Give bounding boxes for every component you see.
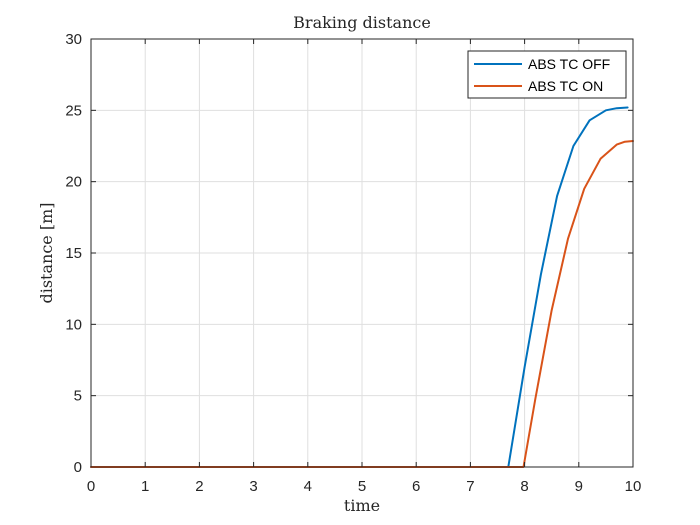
y-tick-label: 0 xyxy=(74,459,82,476)
y-tick-label: 15 xyxy=(65,245,82,262)
x-tick-label: 6 xyxy=(412,478,420,495)
y-tick-label: 10 xyxy=(65,316,82,333)
x-tick-label: 1 xyxy=(141,478,149,495)
x-tick-label: 0 xyxy=(87,478,95,495)
y-tick-label: 20 xyxy=(65,174,82,191)
x-tick-label: 7 xyxy=(466,478,474,495)
legend-box xyxy=(467,50,627,99)
series-line-2 xyxy=(90,140,634,468)
x-tick-label: 9 xyxy=(575,478,583,495)
legend-label-2: ABS TC ON xyxy=(528,78,603,94)
x-tick-label: 5 xyxy=(358,478,366,495)
x-tick-label: 2 xyxy=(195,478,203,495)
y-axis: 0 5 10 15 20 25 30 xyxy=(65,31,633,476)
legend-label-1: ABS TC OFF xyxy=(528,56,610,72)
y-tick-label: 25 xyxy=(65,102,82,119)
x-axis: 0 1 2 3 4 5 6 7 8 9 10 xyxy=(87,39,642,495)
x-tick-label: 10 xyxy=(625,478,642,495)
x-tick-label: 8 xyxy=(520,478,528,495)
series-line-1 xyxy=(90,106,629,468)
y-tick-label: 30 xyxy=(65,31,82,48)
y-axis-label: distance [m] xyxy=(37,202,56,303)
y-tick-label: 5 xyxy=(74,388,82,405)
chart-title: Braking distance xyxy=(293,13,431,32)
legend: ABS TC OFF ABS TC ON xyxy=(467,50,627,99)
x-axis-label: time xyxy=(344,496,380,515)
x-tick-label: 4 xyxy=(304,478,312,495)
series-layer xyxy=(90,106,634,468)
x-tick-label: 3 xyxy=(249,478,257,495)
